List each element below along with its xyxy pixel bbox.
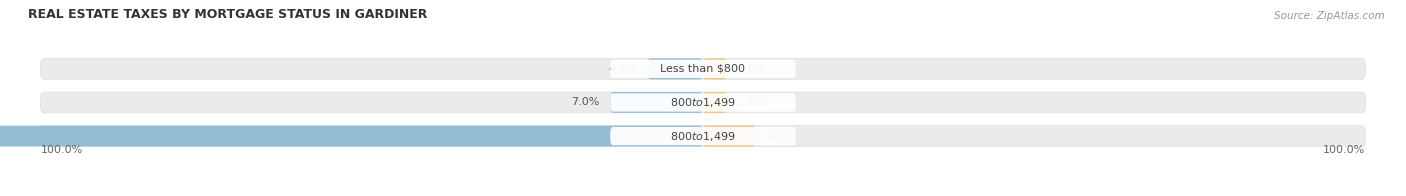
FancyBboxPatch shape <box>610 93 796 112</box>
FancyBboxPatch shape <box>703 92 727 113</box>
FancyBboxPatch shape <box>703 58 727 79</box>
Text: 100.0%: 100.0% <box>41 145 83 155</box>
FancyBboxPatch shape <box>610 92 703 113</box>
Text: $800 to $1,499: $800 to $1,499 <box>671 130 735 142</box>
Text: 100.0%: 100.0% <box>1323 145 1365 155</box>
FancyBboxPatch shape <box>647 58 703 79</box>
FancyBboxPatch shape <box>610 127 796 145</box>
FancyBboxPatch shape <box>41 92 1365 113</box>
FancyBboxPatch shape <box>703 126 756 146</box>
FancyBboxPatch shape <box>0 126 703 146</box>
Text: 4.0%: 4.0% <box>766 131 794 141</box>
FancyBboxPatch shape <box>610 60 796 78</box>
FancyBboxPatch shape <box>41 126 1365 146</box>
Text: 1.8%: 1.8% <box>738 64 766 74</box>
Text: REAL ESTATE TAXES BY MORTGAGE STATUS IN GARDINER: REAL ESTATE TAXES BY MORTGAGE STATUS IN … <box>28 8 427 21</box>
Text: 1.8%: 1.8% <box>738 97 766 107</box>
Text: Source: ZipAtlas.com: Source: ZipAtlas.com <box>1274 11 1385 21</box>
Text: 7.0%: 7.0% <box>571 97 600 107</box>
FancyBboxPatch shape <box>41 58 1365 79</box>
Text: $800 to $1,499: $800 to $1,499 <box>671 96 735 109</box>
Text: Less than $800: Less than $800 <box>661 64 745 74</box>
Text: 4.2%: 4.2% <box>609 64 637 74</box>
